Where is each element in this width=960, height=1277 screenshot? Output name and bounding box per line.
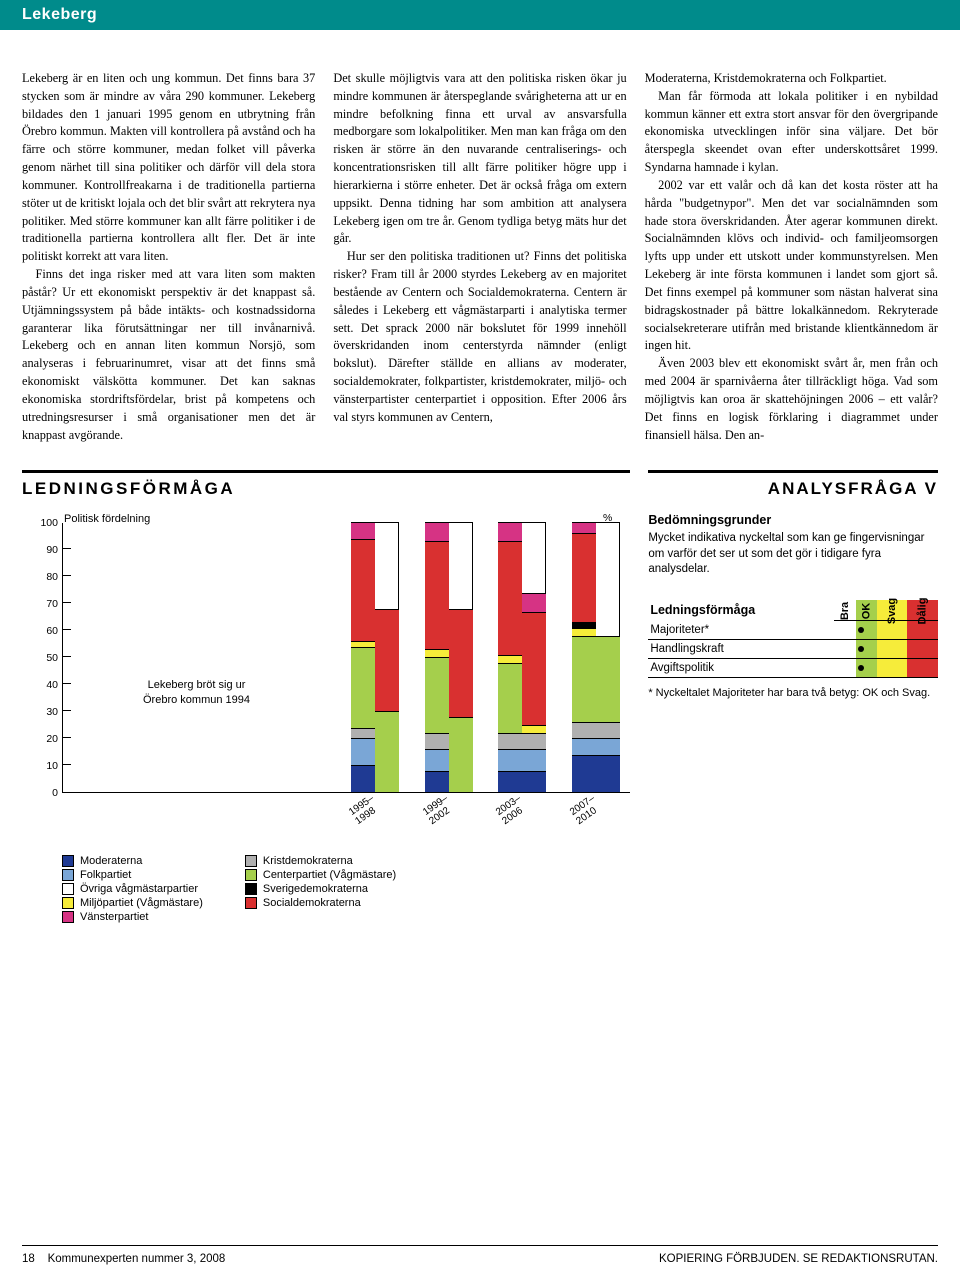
table-row: Handlingskraft [648,640,938,659]
bar-group [498,522,546,792]
y-tick: 40 [46,679,58,691]
y-tick: 70 [46,598,58,610]
y-tick: 60 [46,625,58,637]
legend-item: Socialdemokraterna [245,897,396,909]
legend-label: Vänsterpartiet [80,911,148,923]
column-1: Lekeberg är en liten och ung kommun. Det… [22,70,315,444]
chart-annotation: Lekeberg bröt sig ur Örebro kommun 1994 [143,678,250,707]
legend-label: Kristdemokraterna [263,855,353,867]
legend-swatch [62,869,74,881]
paragraph: Hur ser den politiska traditionen ut? Fi… [333,248,626,426]
assessment-table: LedningsförmågaBraOKSvagDåligMajoriteter… [648,600,938,679]
legend-item: Folkpartiet [62,869,203,881]
column-2: Det skulle möjligtvis vara att den polit… [333,70,626,444]
legend-item: Centerpartiet (Vågmästare) [245,869,396,881]
analysis-heading: ANALYSFRÅGA V [648,470,938,499]
page-title: Lekeberg [22,6,97,23]
page-number: 18 [22,1253,35,1265]
paragraph: Även 2003 blev ett ekonomiskt svårt år, … [645,355,938,444]
footer-right: KOPIERING FÖRBJUDEN. SE REDAKTIONSRUTAN. [659,1253,938,1265]
y-tick: 90 [46,544,58,556]
legend-label: Centerpartiet (Vågmästare) [263,869,396,881]
paragraph: Man får förmoda att lokala politiker i e… [645,88,938,177]
x-axis-label: 2003–2006 [494,793,529,827]
y-tick: 80 [46,571,58,583]
assessment-description: Mycket indikativa nyckeltal som kan ge f… [648,531,938,578]
y-tick: 30 [46,706,58,718]
legend-item: Vänsterpartiet [62,911,203,923]
legend-swatch [62,883,74,895]
chart-legend: Moderaterna Folkpartiet Övriga vågmästarpa… [22,855,630,923]
paragraph: Det skulle möjligtvis vara att den polit… [333,70,626,248]
publication-info: Kommunexperten nummer 3, 2008 [48,1253,226,1265]
legend-swatch [62,855,74,867]
section-heading: LEDNINGSFÖRMÅGA [22,470,630,499]
rating-header: Svag [877,600,907,621]
title-bar: Lekeberg [0,0,960,30]
y-tick: 50 [46,652,58,664]
chart-area: LEDNINGSFÖRMÅGA % Politisk fördelning 01… [22,470,630,923]
legend-label: Miljöpartiet (Vågmästare) [80,897,203,909]
x-axis-label: 1999–2002 [421,793,456,827]
article-body: Lekeberg är en liten och ung kommun. Det… [0,30,960,462]
rating-header: Dålig [907,600,938,621]
rating-header: OK [856,600,877,621]
page-footer: 18 Kommunexperten nummer 3, 2008 KOPIERI… [22,1245,938,1265]
rating-header: Bra [834,600,856,621]
column-3: Moderaterna, Kristdemokraterna och Folkp… [645,70,938,444]
bottom-section: LEDNINGSFÖRMÅGA % Politisk fördelning 01… [0,470,960,923]
legend-label: Folkpartiet [80,869,131,881]
table-row: Avgiftspolitik [648,659,938,678]
bar-group [351,522,399,792]
legend-swatch [62,911,74,923]
legend-column-left: Moderaterna Folkpartiet Övriga vågmästarpa… [62,855,203,923]
paragraph: Moderaterna, Kristdemokraterna och Folkp… [645,70,938,88]
plot-area: Lekeberg bröt sig ur Örebro kommun 1994 … [62,523,630,793]
paragraph: Lekeberg är en liten och ung kommun. Det… [22,70,315,266]
legend-swatch [245,883,257,895]
legend-item: Miljöpartiet (Vågmästare) [62,897,203,909]
assessment-footnote: * Nyckeltalet Majoriteter har bara två b… [648,686,938,700]
legend-item: Övriga vågmästarpartier [62,883,203,895]
legend-label: Socialdemokraterna [263,897,361,909]
legend-swatch [245,897,257,909]
legend-label: Övriga vågmästarpartier [80,883,198,895]
y-tick: 20 [46,733,58,745]
assessment-heading: Bedömningsgrunder [648,513,938,527]
y-tick: 100 [40,517,58,529]
legend-label: Sverigedemokraterna [263,883,368,895]
y-axis: 0102030405060708090100 [22,513,60,793]
footer-left: 18 Kommunexperten nummer 3, 2008 [22,1253,225,1265]
y-tick: 10 [46,760,58,772]
legend-item: Sverigedemokraterna [245,883,396,895]
legend-swatch [62,897,74,909]
bar-group [572,522,620,792]
chart: % Politisk fördelning 010203040506070809… [22,513,630,843]
y-tick: 0 [52,787,58,799]
legend-item: Moderaterna [62,855,203,867]
legend-label: Moderaterna [80,855,142,867]
legend-swatch [245,869,257,881]
x-axis-label: 1995–1998 [347,793,382,827]
legend-column-right: Kristdemokraterna Centerpartiet (Vågmästa… [245,855,396,923]
paragraph: Finns det inga risker med att vara liten… [22,266,315,444]
legend-swatch [245,855,257,867]
legend-item: Kristdemokraterna [245,855,396,867]
bar-group [425,522,473,792]
x-axis-label: 2007–2010 [568,793,603,827]
paragraph: 2002 var ett valår och då kan det kosta … [645,177,938,355]
analysis-area: ANALYSFRÅGA V Bedömningsgrunder Mycket i… [648,470,938,923]
